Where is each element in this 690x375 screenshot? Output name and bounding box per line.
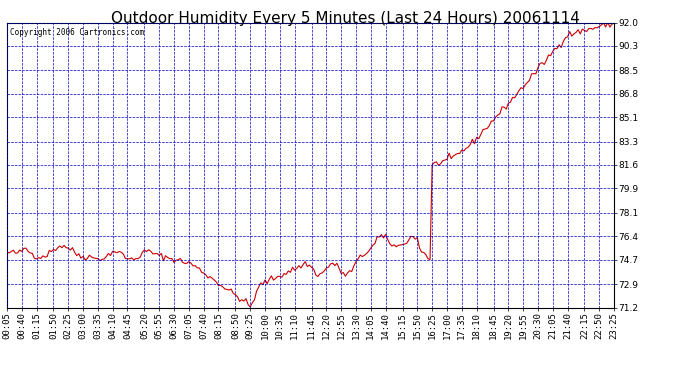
Text: Copyright 2006 Cartronics.com: Copyright 2006 Cartronics.com bbox=[10, 28, 144, 37]
Text: Outdoor Humidity Every 5 Minutes (Last 24 Hours) 20061114: Outdoor Humidity Every 5 Minutes (Last 2… bbox=[110, 11, 580, 26]
